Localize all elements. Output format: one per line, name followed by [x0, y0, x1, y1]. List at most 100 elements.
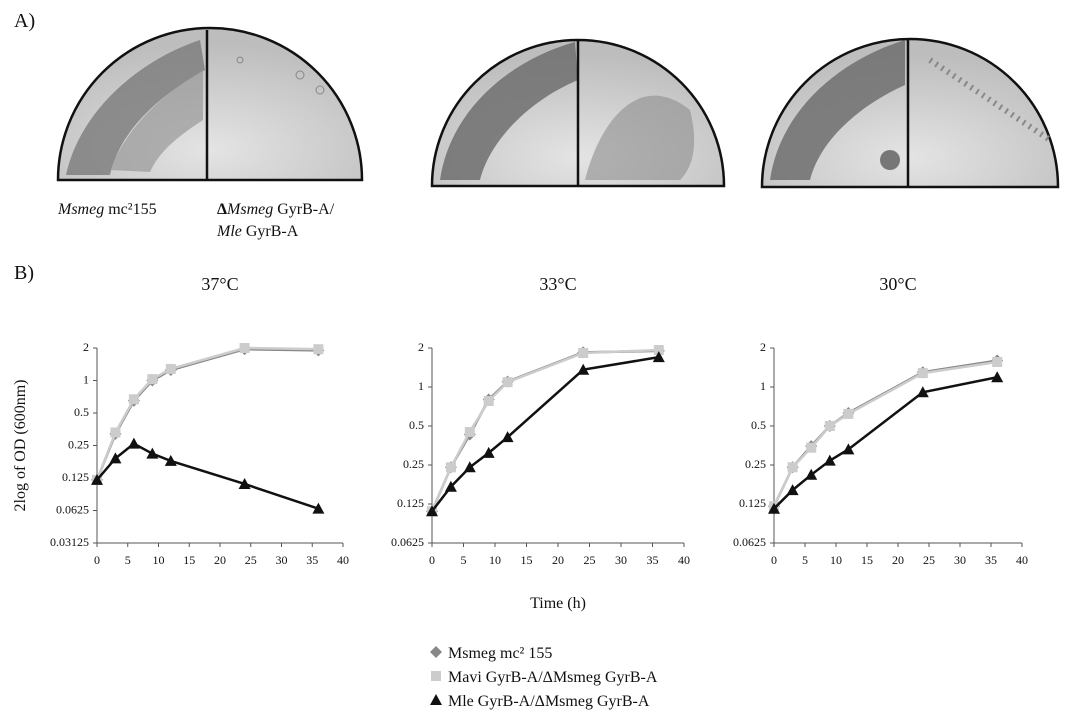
series-line — [95, 347, 319, 481]
y-tick-label: 0.25 — [403, 457, 424, 471]
marker — [653, 345, 664, 356]
caption-part: mc²155 — [108, 201, 156, 218]
marker — [916, 386, 929, 398]
y-tick-label: 1 — [418, 379, 424, 393]
x-tick-label: 25 — [245, 553, 257, 567]
y-tick-label: 0.25 — [68, 437, 89, 451]
y-tick-label: 2 — [418, 340, 424, 354]
marker — [787, 462, 798, 473]
x-tick-label: 30 — [276, 553, 288, 567]
x-tick-label: 35 — [647, 553, 659, 567]
marker — [464, 426, 475, 437]
x-tick-label: 40 — [337, 553, 349, 567]
marker — [165, 363, 176, 374]
marker — [917, 368, 928, 379]
y-tick-label: 0.5 — [74, 405, 89, 419]
plate-caption: Mle GyrB-A — [216, 223, 299, 240]
y-tick-label: 0.0625 — [733, 535, 766, 549]
x-tick-label: 20 — [552, 553, 564, 567]
legend-label: Mavi GyrB-A/ΔMsmeg GyrB-A — [448, 669, 658, 686]
panel-label: B) — [14, 262, 34, 284]
marker — [313, 344, 324, 355]
y-tick-label: 0.125 — [739, 496, 766, 510]
chart-title: 37°C — [201, 274, 238, 294]
chart-title: 30°C — [879, 274, 916, 294]
marker — [238, 477, 251, 489]
marker — [824, 421, 835, 431]
marker — [147, 374, 158, 385]
marker — [991, 371, 1004, 383]
y-tick-label: 0.125 — [397, 496, 424, 510]
marker — [823, 454, 836, 466]
marker — [431, 671, 441, 681]
x-tick-label: 15 — [861, 553, 873, 567]
caption-part: GyrB-A/ — [277, 201, 334, 218]
marker — [806, 442, 817, 453]
marker — [577, 363, 590, 375]
y-tick-label: 0.03125 — [50, 535, 89, 549]
x-tick-label: 5 — [802, 553, 808, 567]
y-tick-label: 2 — [83, 340, 89, 354]
marker — [463, 461, 476, 473]
marker — [992, 356, 1003, 367]
marker — [445, 462, 456, 473]
x-tick-label: 40 — [678, 553, 690, 567]
x-tick-label: 10 — [153, 553, 165, 567]
x-tick-label: 20 — [892, 553, 904, 567]
caption-part: Δ — [217, 201, 227, 218]
y-tick-label: 1 — [83, 372, 89, 386]
marker — [430, 694, 442, 705]
x-tick-label: 40 — [1016, 553, 1028, 567]
marker — [128, 394, 139, 405]
y-axis-label: 2log of OD (600nm) — [12, 380, 29, 512]
marker — [312, 502, 325, 514]
marker — [483, 395, 494, 406]
x-tick-label: 10 — [489, 553, 501, 567]
marker — [843, 408, 854, 419]
x-tick-label: 20 — [214, 553, 226, 567]
plate-caption: Msmeg mc²155 — [57, 201, 157, 218]
marker — [430, 646, 442, 658]
x-tick-label: 0 — [429, 553, 435, 567]
marker — [786, 484, 799, 496]
marker — [768, 502, 780, 514]
chart-title: 33°C — [539, 274, 576, 294]
marker — [805, 468, 818, 480]
marker — [146, 447, 159, 459]
marker — [91, 473, 103, 485]
plate-photo — [430, 38, 726, 188]
x-tick-label: 25 — [584, 553, 596, 567]
marker — [652, 351, 665, 363]
y-tick-label: 0.0625 — [56, 502, 89, 516]
marker — [164, 454, 177, 466]
caption-part: Msmeg — [57, 201, 104, 218]
marker — [501, 431, 514, 443]
marker — [239, 343, 250, 353]
marker — [842, 443, 855, 455]
marker — [109, 452, 122, 464]
caption-part: GyrB-A — [246, 223, 299, 240]
x-tick-label: 15 — [183, 553, 195, 567]
caption-part: Mle — [216, 223, 242, 240]
y-tick-label: 0.5 — [409, 418, 424, 432]
plate-photo — [760, 37, 1060, 189]
x-tick-label: 35 — [985, 553, 997, 567]
x-tick-label: 5 — [461, 553, 467, 567]
x-tick-label: 30 — [615, 553, 627, 567]
legend-label: Mle GyrB-A/ΔMsmeg GyrB-A — [448, 693, 650, 710]
legend-label: Msmeg mc² 155 — [448, 645, 552, 662]
marker — [426, 505, 438, 517]
x-axis-label: Time (h) — [530, 595, 586, 612]
marker — [444, 480, 457, 492]
marker — [482, 446, 495, 458]
series-line — [772, 359, 998, 507]
y-tick-label: 2 — [760, 340, 766, 354]
marker — [110, 427, 121, 438]
series-line — [96, 442, 319, 510]
y-tick-label: 0.0625 — [391, 535, 424, 549]
y-tick-label: 1 — [760, 379, 766, 393]
marker — [127, 437, 140, 449]
x-tick-label: 25 — [923, 553, 935, 567]
